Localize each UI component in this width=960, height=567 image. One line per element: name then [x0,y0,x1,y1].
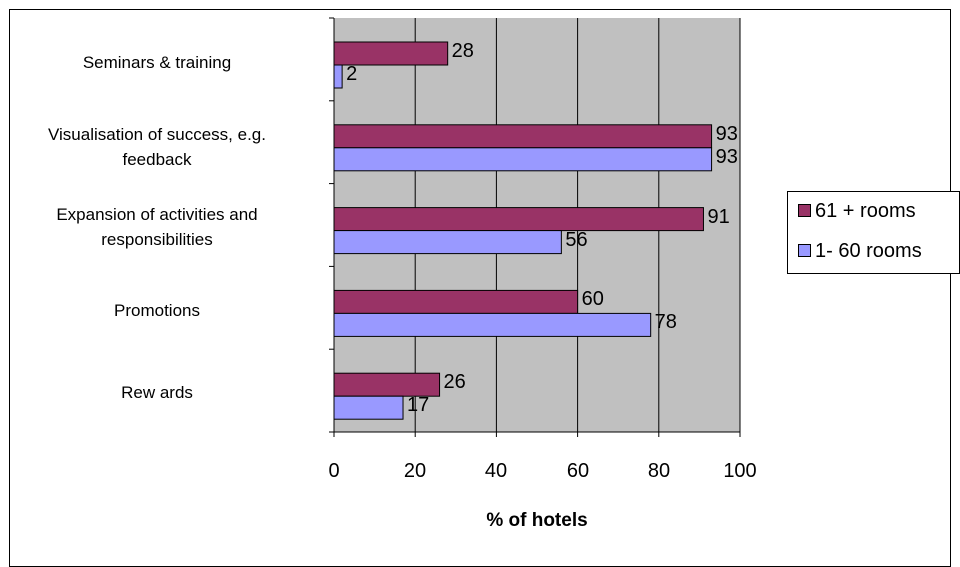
category-label-line: Rew ards [121,383,193,402]
bar [333,312,652,337]
x-tick-label: 80 [647,460,671,482]
category-label-line: responsibilities [101,230,213,249]
category-label-line: Expansion of activities and [56,205,258,224]
x-tick-label: 20 [403,460,427,482]
legend-swatch [798,244,811,257]
bar [333,64,343,89]
category-label-line: Promotions [114,301,200,320]
category-label-seminars: Seminars & training [0,50,317,75]
bar [333,372,441,397]
data-label: 60 [581,288,604,311]
category-label-line: Visualisation of success, e.g. [48,125,266,144]
category-label-visualisation: Visualisation of success, e.g. feedback [0,122,317,172]
legend-item-61-plus-rooms: 61 + rooms [798,200,916,223]
x-tick-label: 40 [484,460,508,482]
data-label: 93 [715,122,738,145]
bar [333,147,713,172]
bar [333,124,713,149]
data-label: 78 [654,311,677,334]
data-label: 91 [707,205,730,228]
data-label: 26 [443,371,466,394]
data-label: 17 [407,394,430,417]
data-label: 93 [715,145,738,168]
category-label-promotions: Promotions [0,298,317,323]
x-axis-title: % of hotels [486,510,588,531]
data-label: 56 [565,228,588,251]
bar [333,41,449,66]
legend-label: 61 + rooms [815,200,916,222]
bar [333,289,579,314]
legend-label: 1- 60 rooms [815,240,922,262]
legend-swatch [798,204,811,217]
legend: 61 + rooms 1- 60 rooms [787,191,960,274]
bar [333,230,562,255]
category-label-expansion: Expansion of activities and responsibili… [0,202,317,252]
category-label-line: Seminars & training [82,53,232,72]
x-tick-label: 100 [723,460,757,482]
category-label-rewards: Rew ards [0,380,317,405]
category-label-line: feedback [122,150,192,169]
bar [333,395,404,420]
x-tick-label: 60 [566,460,590,482]
x-tick-label: 0 [328,460,340,482]
legend-item-1-60-rooms: 1- 60 rooms [798,240,922,263]
data-label: 2 [346,63,358,85]
bar [333,207,704,232]
data-label: 28 [451,40,474,62]
